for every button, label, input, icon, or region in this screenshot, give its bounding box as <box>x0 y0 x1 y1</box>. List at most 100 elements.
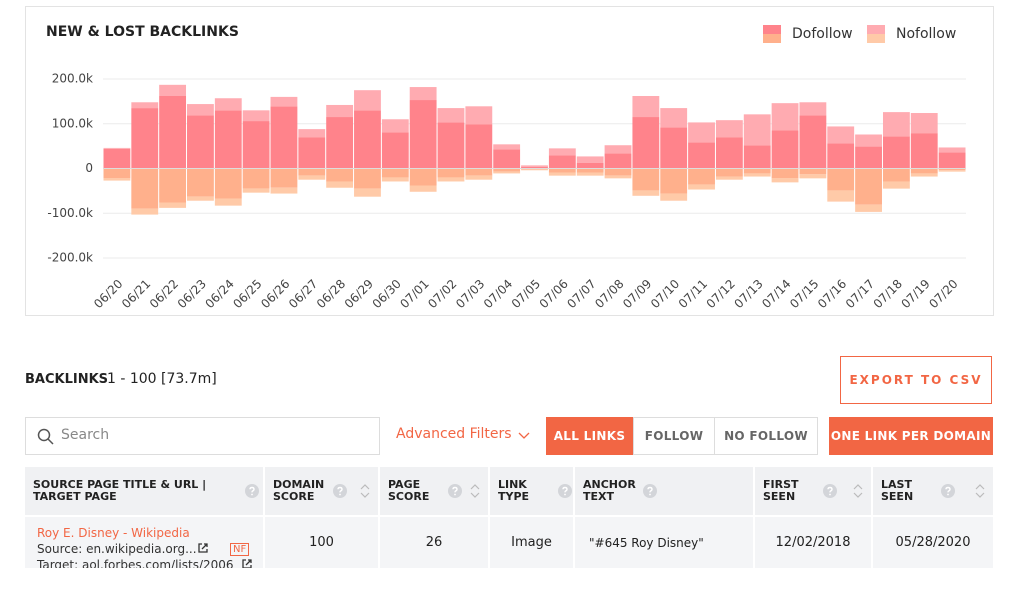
bar-new <box>548 155 576 169</box>
bar-lost <box>660 193 688 201</box>
bar-lost <box>437 168 465 178</box>
column-header[interactable]: PAGE SCORE <box>380 467 490 515</box>
bar-new <box>715 120 743 138</box>
sort-icon[interactable] <box>975 483 985 499</box>
column-header[interactable]: SOURCE PAGE TITLE & URL | TARGET PAGE <box>25 467 265 515</box>
bar-new <box>576 156 604 163</box>
column-header[interactable]: LINK TYPE <box>490 467 575 515</box>
bar-lost <box>493 171 521 174</box>
x-tick-label: 06/20 <box>91 277 125 311</box>
x-tick-label: 07/12 <box>704 277 738 311</box>
bar-new <box>882 136 910 169</box>
bar-lost <box>187 196 214 201</box>
x-tick-label: 06/27 <box>286 277 320 311</box>
sort-icon[interactable] <box>360 483 370 499</box>
help-icon[interactable] <box>558 484 572 498</box>
bar-lost <box>326 181 354 188</box>
bar-lost <box>354 168 381 189</box>
help-icon[interactable] <box>333 484 347 498</box>
x-tick-label: 07/19 <box>898 277 932 311</box>
cell: "#645 Roy Disney" <box>575 517 755 568</box>
y-tick-label: 100.0k <box>52 116 93 130</box>
bar-lost <box>938 168 966 171</box>
bar-new <box>604 153 632 169</box>
chart-title: NEW & LOST BACKLINKS <box>46 24 239 40</box>
bar-new <box>604 145 632 154</box>
header-text: SOURCE PAGE TITLE & URL | TARGET PAGE <box>33 478 207 503</box>
help-icon[interactable] <box>823 484 837 498</box>
help-icon[interactable] <box>941 484 955 498</box>
bar-lost <box>938 170 966 172</box>
y-tick-label: -200.0k <box>47 251 93 265</box>
legend-swatch <box>867 25 885 34</box>
y-tick-label: 200.0k <box>52 72 93 86</box>
bar-lost <box>715 168 743 177</box>
x-tick-label: 07/05 <box>509 277 543 311</box>
sort-icon[interactable] <box>853 483 863 499</box>
bar-lost <box>604 175 632 179</box>
bar-new <box>187 104 214 116</box>
bar-new <box>270 96 298 107</box>
bar-new <box>632 96 660 118</box>
search-box[interactable]: Search <box>25 417 380 455</box>
bar-new <box>409 100 437 169</box>
bar-lost <box>159 202 187 208</box>
x-tick-label: 07/17 <box>843 277 877 311</box>
bar-new <box>214 98 242 111</box>
bar-new <box>493 149 521 169</box>
column-header[interactable]: ANCHOR TEXT <box>575 467 755 515</box>
x-tick-label: 06/25 <box>230 277 264 311</box>
y-tick-label: 0 <box>85 161 93 175</box>
chevron <box>518 432 530 439</box>
bar-lost <box>688 168 715 185</box>
link-icon[interactable] <box>241 558 253 568</box>
x-tick-label: 07/18 <box>871 277 905 311</box>
bar-lost <box>354 188 381 197</box>
advanced-filters[interactable]: Advanced Filters <box>396 426 512 442</box>
bar-new <box>409 87 437 101</box>
x-tick-label: 06/24 <box>203 277 237 311</box>
bar-lost <box>242 188 270 193</box>
column-header[interactable]: FIRST SEEN <box>755 467 873 515</box>
filter-nofollow[interactable]: NO FOLLOW <box>714 417 818 455</box>
cell: 05/28/2020 <box>873 517 993 568</box>
filter-follow[interactable]: FOLLOW <box>633 417 715 455</box>
backlinks-title: BACKLINKS <box>25 372 109 387</box>
link-icon[interactable] <box>197 542 209 554</box>
bar-new <box>326 104 354 118</box>
export-button[interactable]: EXPORT TO CSV <box>840 356 992 404</box>
x-tick-label: 07/16 <box>815 277 849 311</box>
one-link-button[interactable]: ONE LINK PER DOMAIN <box>829 417 993 455</box>
chart: NEW & LOST BACKLINKS -200.0k -100.0k 0 100.… <box>46 24 966 311</box>
bar-lost <box>743 173 771 177</box>
bar-new <box>855 134 882 147</box>
filter-all[interactable]: ALL LINKS <box>546 417 633 455</box>
nf-tag: NF <box>230 543 250 556</box>
header-text: LAST SEEN <box>881 478 914 503</box>
column-header[interactable]: DOMAIN SCORE <box>265 467 380 515</box>
column-header[interactable]: LAST SEEN <box>873 467 993 515</box>
bar-new <box>159 84 187 97</box>
x-tick-label: 07/09 <box>620 277 654 311</box>
bar-new <box>465 106 493 125</box>
bar-new <box>855 146 882 169</box>
bar-lost <box>187 168 214 197</box>
bar-new <box>799 102 827 116</box>
sort-icon[interactable] <box>470 483 480 499</box>
help-icon[interactable] <box>448 484 462 498</box>
bar-new <box>437 122 465 169</box>
bar-lost <box>298 175 326 180</box>
x-tick-label: 07/01 <box>397 277 431 311</box>
bar-lost <box>715 176 743 180</box>
row-title[interactable]: Roy E. Disney - Wikipedia <box>37 526 190 540</box>
cell: Image <box>490 517 575 568</box>
legend-swatch <box>867 34 885 43</box>
header-text: FIRST SEEN <box>763 478 799 503</box>
bar-lost <box>743 168 771 174</box>
legend-label: Dofollow <box>792 26 853 42</box>
x-tick-label: 06/22 <box>147 277 181 311</box>
help-icon[interactable] <box>643 484 657 498</box>
help-icon[interactable] <box>245 484 259 498</box>
x-tick-label: 07/02 <box>425 277 459 311</box>
